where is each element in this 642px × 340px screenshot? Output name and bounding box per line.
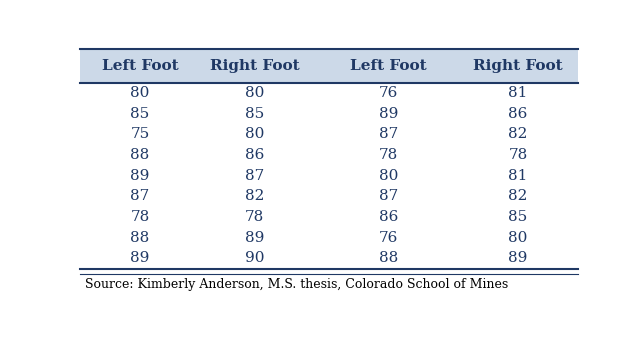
Text: Left Foot: Left Foot: [351, 59, 427, 73]
Text: 86: 86: [508, 107, 528, 121]
Text: 82: 82: [508, 127, 528, 141]
Text: 88: 88: [130, 231, 150, 244]
Text: 87: 87: [245, 169, 264, 183]
Text: 76: 76: [379, 231, 399, 244]
Text: Left Foot: Left Foot: [101, 59, 178, 73]
Text: 87: 87: [379, 189, 398, 203]
Text: 82: 82: [245, 189, 264, 203]
Text: 89: 89: [245, 231, 264, 244]
Text: 80: 80: [130, 86, 150, 100]
Text: 78: 78: [245, 210, 264, 224]
Text: 80: 80: [245, 127, 264, 141]
Text: Right Foot: Right Foot: [473, 59, 563, 73]
Text: 86: 86: [379, 210, 399, 224]
Text: 81: 81: [508, 86, 528, 100]
Text: 85: 85: [130, 107, 150, 121]
Text: 86: 86: [245, 148, 264, 162]
Text: Right Foot: Right Foot: [209, 59, 299, 73]
Text: 89: 89: [130, 169, 150, 183]
Text: 78: 78: [130, 210, 150, 224]
Text: 87: 87: [379, 127, 398, 141]
Text: 82: 82: [508, 189, 528, 203]
Text: 78: 78: [508, 148, 528, 162]
Text: 90: 90: [245, 251, 264, 265]
Text: 76: 76: [379, 86, 399, 100]
Text: Source: Kimberly Anderson, M.S. thesis, Colorado School of Mines: Source: Kimberly Anderson, M.S. thesis, …: [85, 278, 508, 291]
Text: 88: 88: [130, 148, 150, 162]
Text: 87: 87: [130, 189, 150, 203]
Text: 89: 89: [508, 251, 528, 265]
Text: 80: 80: [245, 86, 264, 100]
Text: 89: 89: [130, 251, 150, 265]
Text: 89: 89: [379, 107, 399, 121]
Text: 80: 80: [379, 169, 399, 183]
Text: 78: 78: [379, 148, 398, 162]
Text: 80: 80: [508, 231, 528, 244]
Text: 88: 88: [379, 251, 398, 265]
Text: 85: 85: [245, 107, 264, 121]
Text: 81: 81: [508, 169, 528, 183]
Text: 85: 85: [508, 210, 528, 224]
Bar: [80, 49, 578, 83]
Text: 75: 75: [130, 127, 150, 141]
